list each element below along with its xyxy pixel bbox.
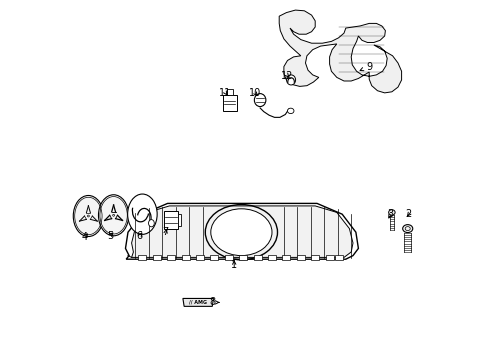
Polygon shape [279,10,402,93]
Text: 10: 10 [249,88,261,98]
Ellipse shape [88,215,89,217]
Polygon shape [183,298,214,306]
Bar [268,255,276,260]
Polygon shape [132,206,353,257]
Text: 8: 8 [210,297,219,307]
Ellipse shape [148,220,154,227]
Bar [326,255,334,260]
Ellipse shape [74,195,103,237]
Ellipse shape [288,108,294,114]
Ellipse shape [403,225,413,233]
Text: 7: 7 [163,227,169,237]
Bar [167,255,175,260]
Text: 11: 11 [220,88,232,98]
Bar [335,255,343,260]
Bar [196,255,204,260]
Bar [164,211,178,229]
Text: 2: 2 [406,209,412,219]
Text: // AMG: // AMG [189,300,207,305]
Ellipse shape [254,94,266,107]
Bar [311,255,319,260]
Bar [222,95,237,111]
Ellipse shape [211,209,272,256]
Bar [254,255,262,260]
Ellipse shape [389,210,395,215]
Bar [225,255,233,260]
Bar [210,255,219,260]
Bar [182,255,190,260]
Text: 3: 3 [388,209,394,219]
Bar [227,89,233,95]
Ellipse shape [287,75,295,85]
Bar [153,255,161,260]
Bar [139,255,147,260]
Text: 12: 12 [281,71,294,81]
Bar [282,255,291,260]
Text: 4: 4 [82,232,88,242]
Ellipse shape [98,195,129,236]
Ellipse shape [127,194,157,234]
Text: 5: 5 [107,231,113,241]
Text: 9: 9 [360,62,372,72]
Bar [297,255,305,260]
Bar [239,255,247,260]
Text: 1: 1 [231,260,237,270]
Text: 6: 6 [137,231,143,241]
Bar [178,214,180,226]
Ellipse shape [113,214,115,216]
